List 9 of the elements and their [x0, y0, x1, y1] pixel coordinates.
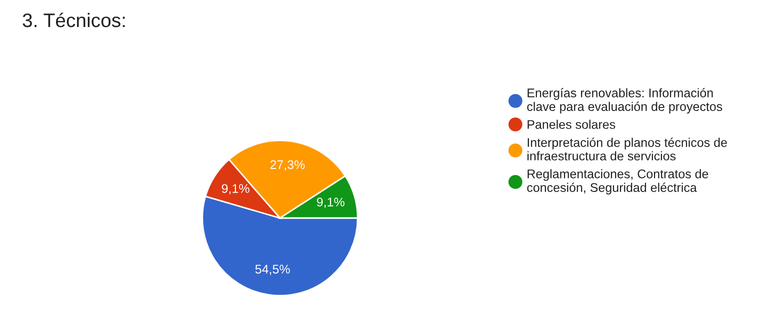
chart-title: 3. Técnicos:	[22, 12, 125, 28]
legend-label: Paneles solares	[528, 120, 616, 129]
legend-label: Reglamentaciones, Contratos de concesión, Seguridad eléctrica	[527, 169, 708, 194]
legend-label: Interpretación de planos técnicos de infraestructura de servicios	[527, 138, 727, 160]
data-label: 54,5%	[255, 264, 290, 276]
legend-label: Energías renovables: Información clave para evaluación de proyectos	[527, 88, 722, 114]
data-label: 9,1%	[316, 198, 344, 208]
data-label: 9,1%	[222, 184, 250, 194]
data-label: 27,3%	[270, 160, 305, 171]
